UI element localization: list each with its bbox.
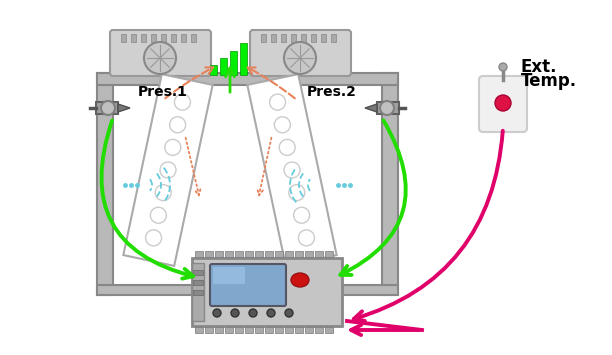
Bar	[305, 251, 313, 257]
Bar	[195, 251, 203, 257]
Bar	[121, 34, 126, 42]
Bar	[291, 34, 296, 42]
Bar	[382, 73, 398, 295]
Bar	[171, 34, 176, 42]
Circle shape	[160, 162, 176, 178]
FancyBboxPatch shape	[210, 264, 286, 306]
Bar	[325, 327, 333, 333]
Circle shape	[380, 101, 394, 115]
Bar	[96, 102, 118, 114]
Circle shape	[267, 309, 275, 317]
Text: Pres.1: Pres.1	[138, 85, 188, 99]
Text: Ext.: Ext.	[521, 58, 558, 76]
FancyBboxPatch shape	[250, 30, 351, 76]
Bar	[97, 73, 113, 295]
Bar	[151, 34, 156, 42]
FancyBboxPatch shape	[110, 30, 211, 76]
Bar	[295, 251, 303, 257]
Bar	[161, 34, 166, 42]
Circle shape	[170, 117, 185, 133]
Bar	[271, 34, 276, 42]
Bar	[195, 327, 203, 333]
Circle shape	[165, 140, 181, 155]
Bar	[315, 327, 323, 333]
Bar	[281, 34, 286, 42]
Bar	[301, 34, 306, 42]
Bar	[285, 327, 293, 333]
Polygon shape	[118, 104, 130, 112]
Circle shape	[151, 207, 166, 223]
Polygon shape	[247, 74, 337, 266]
Circle shape	[279, 140, 295, 155]
Bar	[321, 34, 326, 42]
Bar	[265, 251, 273, 257]
Circle shape	[299, 230, 315, 246]
Bar	[275, 327, 283, 333]
Bar	[210, 65, 217, 75]
Ellipse shape	[291, 273, 309, 287]
Bar	[205, 251, 213, 257]
Bar	[215, 251, 223, 257]
Bar	[181, 34, 186, 42]
Bar	[220, 58, 227, 75]
Circle shape	[294, 207, 310, 223]
Bar	[131, 34, 136, 42]
Circle shape	[174, 94, 190, 110]
Bar	[191, 34, 196, 42]
Bar	[193, 290, 203, 295]
Circle shape	[284, 42, 316, 74]
Circle shape	[146, 230, 162, 246]
Circle shape	[289, 185, 305, 201]
Bar	[245, 327, 253, 333]
Bar	[225, 327, 233, 333]
Bar	[275, 251, 283, 257]
Circle shape	[144, 42, 176, 74]
Bar	[315, 251, 323, 257]
Bar	[141, 34, 146, 42]
Bar	[255, 327, 263, 333]
Circle shape	[495, 95, 511, 111]
Bar	[245, 251, 253, 257]
Bar	[305, 327, 313, 333]
Bar	[255, 251, 263, 257]
Bar	[240, 43, 247, 75]
Text: Temp.: Temp.	[521, 72, 577, 90]
Circle shape	[284, 162, 300, 178]
Bar	[192, 263, 204, 321]
FancyBboxPatch shape	[479, 76, 527, 132]
Bar	[265, 327, 273, 333]
Circle shape	[269, 94, 286, 110]
Circle shape	[231, 309, 239, 317]
Bar	[215, 327, 223, 333]
Bar	[230, 51, 237, 75]
Bar	[331, 34, 336, 42]
Bar	[97, 285, 398, 295]
Polygon shape	[365, 104, 377, 112]
Circle shape	[274, 117, 290, 133]
Bar	[285, 251, 293, 257]
Circle shape	[213, 309, 221, 317]
Bar	[205, 327, 213, 333]
Bar	[295, 327, 303, 333]
Circle shape	[249, 309, 257, 317]
Bar	[325, 251, 333, 257]
Text: Pres.2: Pres.2	[307, 85, 357, 99]
Circle shape	[155, 185, 171, 201]
Bar	[377, 102, 399, 114]
Bar	[193, 280, 203, 285]
Circle shape	[101, 101, 115, 115]
Bar	[261, 34, 266, 42]
Bar	[225, 251, 233, 257]
FancyBboxPatch shape	[213, 267, 245, 284]
Bar	[192, 258, 342, 326]
Bar	[193, 270, 203, 275]
Circle shape	[285, 309, 293, 317]
Bar	[235, 327, 243, 333]
Circle shape	[499, 63, 507, 71]
Bar	[235, 251, 243, 257]
Bar	[311, 34, 316, 42]
Bar	[97, 73, 398, 85]
Polygon shape	[124, 74, 212, 266]
